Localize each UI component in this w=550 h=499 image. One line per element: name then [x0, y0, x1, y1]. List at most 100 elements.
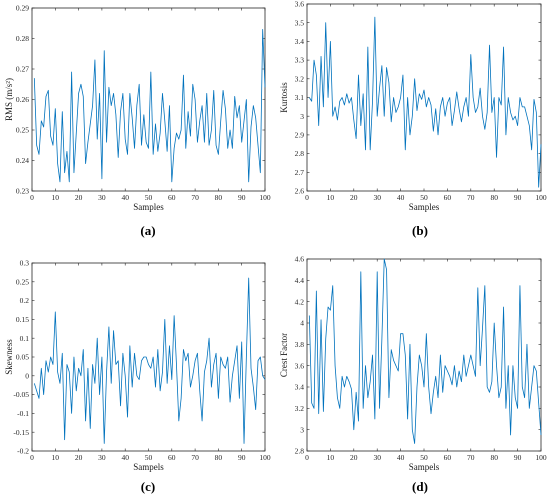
y-tick-label: 2.8 [295, 149, 305, 158]
y-tick-label: -0.05 [13, 390, 29, 399]
y-tick-label: 0.23 [16, 187, 29, 196]
series-line [309, 16, 542, 188]
y-tick-label: 0.15 [16, 315, 29, 324]
x-tick-label: 40 [121, 453, 129, 462]
y-tick-label: 0.05 [16, 353, 29, 362]
y-tick-label: 3.2 [295, 74, 305, 83]
y-axis-label: RMS (m/s²) [4, 78, 14, 121]
x-tick-label: 60 [168, 193, 176, 202]
x-tick-label: 90 [514, 453, 522, 462]
x-tick-label: 80 [490, 453, 498, 462]
y-tick-label: 2.8 [295, 447, 305, 456]
x-tick-label: 90 [238, 453, 246, 462]
y-tick-label: 0.27 [16, 65, 29, 74]
x-tick-label: 40 [397, 453, 405, 462]
y-tick-label: 0.25 [16, 277, 29, 286]
x-tick-label: 50 [145, 193, 153, 202]
axes-frame [306, 258, 542, 452]
x-axis-label: Samples [409, 202, 440, 212]
y-tick-label: 3 [300, 112, 304, 121]
x-tick-label: 80 [490, 193, 498, 202]
y-axis-label: Crest Factor [279, 333, 289, 377]
y-tick-label: -0.15 [13, 428, 29, 437]
chart-panel-3: 0 10 20 30 40 50 60 70 80 90 100 -0.2 -0.15 -0.1 -0.05… [4, 259, 271, 494]
y-tick-label: 4 [300, 319, 304, 328]
y-tick-label: 3 [300, 425, 304, 434]
y-tick-label: -0.2 [17, 447, 29, 456]
y-tick-label: 4.6 [295, 255, 305, 264]
x-tick-label: 60 [168, 453, 176, 462]
y-tick-label: 3.2 [295, 404, 305, 413]
x-tick-label: 70 [467, 453, 475, 462]
y-tick-label: 3.5 [295, 18, 305, 27]
y-tick-label: 0.2 [20, 296, 30, 305]
x-tick-label: 80 [215, 193, 223, 202]
y-tick-label: 0.1 [20, 334, 30, 343]
x-tick-label: 0 [30, 453, 34, 462]
series-line [308, 258, 542, 444]
y-axis-label: Kurtosis [279, 82, 289, 113]
x-tick-label: 90 [514, 193, 522, 202]
x-tick-label: 50 [145, 453, 153, 462]
y-tick-label: -0.1 [17, 409, 29, 418]
chart-panel-1: 0 10 20 30 40 50 60 70 80 90 100 0.23 0.24 0.25 0.26 0.… [4, 4, 271, 238]
x-tick-label: 50 [420, 193, 428, 202]
y-tick-label: 4.2 [295, 297, 305, 306]
panel-label: (b) [412, 223, 428, 238]
y-tick-label: 0.26 [16, 95, 29, 104]
x-axis-label: Sampels [133, 462, 164, 472]
y-tick-label: 3.3 [295, 56, 305, 65]
x-tick-label: 60 [444, 453, 452, 462]
chart-panel-2: 0 10 20 30 40 50 60 70 80 90 100 2.6 2.7 2.8 2.9 3 3.1 3.… [279, 0, 547, 238]
y-tick-label: 0.28 [16, 34, 29, 43]
x-tick-label: 20 [350, 193, 358, 202]
y-tick-label: 3.6 [295, 361, 305, 370]
y-tick-label: 3.6 [295, 0, 305, 9]
x-tick-label: 10 [52, 193, 60, 202]
panel-label: (c) [141, 479, 155, 494]
x-tick-label: 100 [535, 193, 547, 202]
y-tick-label: 0.3 [20, 259, 30, 268]
x-tick-label: 10 [327, 193, 335, 202]
x-tick-label: 40 [397, 193, 405, 202]
series-line [33, 277, 266, 444]
axes-frame [31, 7, 266, 192]
y-tick-label: 0.29 [16, 4, 29, 13]
panel-label: (a) [140, 223, 155, 238]
x-tick-label: 0 [305, 193, 309, 202]
y-tick-label: 3.4 [295, 383, 305, 392]
x-tick-label: 30 [373, 193, 381, 202]
x-tick-label: 10 [327, 453, 335, 462]
y-tick-label: 2.6 [295, 187, 305, 196]
x-tick-label: 70 [191, 453, 199, 462]
x-tick-label: 100 [259, 453, 271, 462]
y-tick-label: 3.4 [295, 37, 305, 46]
x-axis-label: Sampels [409, 462, 440, 472]
x-tick-label: 90 [238, 193, 246, 202]
x-tick-label: 80 [215, 453, 223, 462]
x-tick-label: 10 [52, 453, 60, 462]
x-tick-label: 50 [420, 453, 428, 462]
x-tick-label: 30 [373, 453, 381, 462]
x-tick-label: 70 [467, 193, 475, 202]
x-tick-label: 20 [350, 453, 358, 462]
y-tick-label: 4.4 [295, 276, 305, 285]
x-tick-label: 60 [444, 193, 452, 202]
x-tick-label: 30 [98, 193, 106, 202]
y-tick-label: 0 [25, 371, 29, 380]
y-tick-label: 0.24 [16, 156, 29, 165]
x-tick-label: 0 [305, 453, 309, 462]
y-tick-label: 3.8 [295, 340, 305, 349]
panel-label: (d) [412, 479, 428, 494]
x-tick-label: 100 [535, 453, 547, 462]
y-axis-label: Skewness [4, 339, 14, 375]
x-tick-label: 40 [121, 193, 129, 202]
x-tick-label: 0 [30, 193, 34, 202]
axes-frame [31, 262, 266, 452]
y-tick-label: 3.1 [295, 93, 305, 102]
y-tick-label: 0.25 [16, 126, 29, 135]
x-tick-label: 20 [75, 193, 83, 202]
chart-panel-4: 0 10 20 30 40 50 60 70 80 90 100 2.8 3 3.2 3.4 3.6 3.8 4 4… [279, 255, 547, 494]
x-axis-label: Samples [133, 202, 164, 212]
